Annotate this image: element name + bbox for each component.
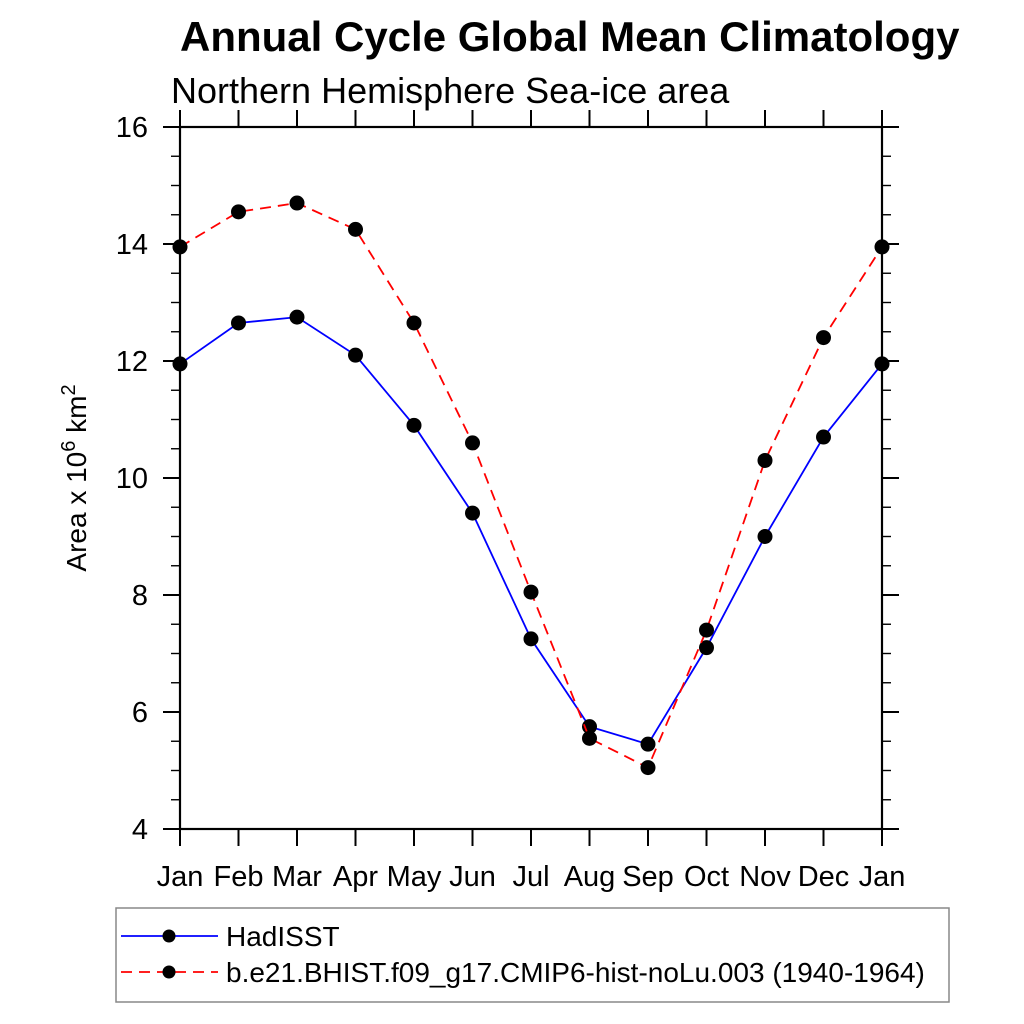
data-point	[465, 435, 480, 451]
x-tick-label: Dec	[798, 861, 850, 893]
chart-title: Annual Cycle Global Mean Climatology	[180, 13, 960, 60]
x-tick-label: Mar	[272, 861, 322, 893]
legend-box	[115, 907, 950, 1003]
data-point	[523, 584, 539, 600]
legend-marker	[162, 965, 176, 979]
data-point	[699, 640, 714, 656]
data-point	[231, 204, 246, 220]
data-point	[289, 309, 305, 325]
legend-marker	[162, 929, 176, 943]
plot-frame-rect	[178, 125, 884, 831]
axis-labels: 4 6 8 10 12 14 16 Jan Feb Mar Apr May Jun Jul Aug Sep Oc…	[58, 112, 905, 893]
y-tick-label: 12	[116, 346, 148, 378]
y-tick-label: 14	[116, 229, 148, 261]
y-tick-label: 4	[132, 814, 148, 846]
x-tick-label: Feb	[214, 861, 264, 893]
y-tick-label: 8	[132, 580, 148, 612]
data-point	[640, 760, 656, 776]
x-tick-label: Oct	[684, 861, 729, 893]
legend-label: HadISST	[226, 921, 340, 952]
series-line-1	[179, 202, 883, 769]
x-tick-label: Nov	[739, 861, 791, 893]
data-point	[874, 356, 890, 372]
data-point	[699, 622, 714, 638]
y-tick-label: 10	[116, 463, 148, 495]
y-tick-label: 16	[116, 112, 148, 144]
y-axis-title: Area x 106 km2	[58, 384, 92, 571]
data-point	[406, 417, 422, 433]
data-point	[757, 529, 773, 544]
data-series	[172, 195, 890, 776]
legend: HadISST b.e21.BHIST.f09_g17.CMIP6-hist-no…	[115, 907, 950, 1003]
data-point	[231, 315, 246, 331]
x-tick-label: Aug	[564, 861, 616, 893]
x-tick-label: May	[387, 861, 442, 893]
data-point	[582, 730, 597, 746]
plot-frame	[178, 125, 884, 831]
x-tick-label: Jan	[157, 861, 204, 893]
x-tick-label: Jul	[512, 861, 549, 893]
data-point	[172, 239, 188, 255]
x-tick-label: Jan	[859, 861, 906, 893]
series-line-0	[179, 316, 883, 746]
data-point	[523, 631, 539, 647]
x-tick-label: Jun	[449, 861, 496, 893]
chart-subtitle: Northern Hemisphere Sea-ice area	[171, 70, 730, 111]
data-point	[816, 330, 831, 346]
y-tick-label: 6	[132, 697, 148, 729]
x-tick-label: Sep	[622, 861, 674, 893]
data-point	[406, 315, 422, 331]
data-point	[348, 347, 363, 363]
data-point	[874, 239, 890, 255]
legend-label: b.e21.BHIST.f09_g17.CMIP6-hist-noLu.003 …	[226, 957, 925, 988]
data-point	[465, 505, 480, 521]
axis-ticks	[163, 110, 899, 846]
data-point	[640, 736, 656, 752]
data-point	[816, 429, 831, 445]
data-point	[757, 452, 773, 468]
data-point	[289, 195, 305, 211]
data-point	[348, 221, 363, 237]
data-point	[172, 356, 188, 372]
x-tick-label: Apr	[333, 861, 378, 893]
